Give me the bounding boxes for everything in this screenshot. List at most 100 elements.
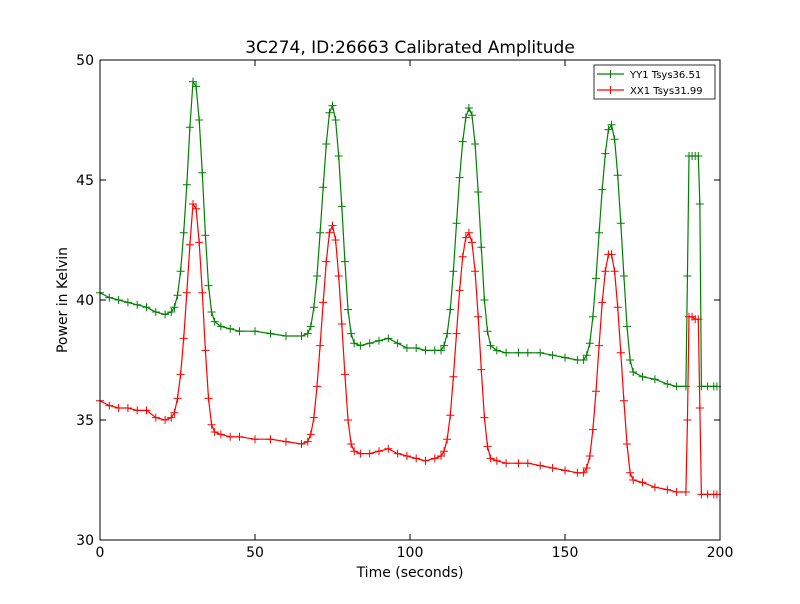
data-point xyxy=(347,440,356,448)
data-point xyxy=(216,322,225,331)
series-line xyxy=(99,202,717,495)
x-tick-label: 150 xyxy=(552,545,579,561)
data-point xyxy=(598,298,607,307)
data-point xyxy=(663,380,672,388)
data-point xyxy=(561,353,569,362)
x-axis-ticks: 0 50 100 150 200 xyxy=(96,60,733,561)
series-xx1 xyxy=(96,200,721,499)
data-point xyxy=(601,149,610,158)
data-point xyxy=(421,346,430,355)
data-point xyxy=(151,308,160,316)
data-point xyxy=(430,454,439,463)
data-point xyxy=(325,108,334,117)
series-layer xyxy=(96,77,721,499)
data-point xyxy=(226,324,235,333)
data-point xyxy=(613,303,622,312)
data-point xyxy=(198,168,207,177)
data-point xyxy=(604,125,613,134)
data-point xyxy=(334,152,343,160)
data-point xyxy=(629,368,638,376)
data-point xyxy=(384,444,393,453)
data-point xyxy=(650,375,659,384)
data-point xyxy=(393,449,402,458)
data-point xyxy=(585,452,594,460)
data-point xyxy=(313,272,321,280)
data-point xyxy=(613,171,622,180)
data-point xyxy=(375,336,383,345)
data-point xyxy=(185,240,194,249)
data-point xyxy=(592,387,600,396)
data-point xyxy=(195,116,204,124)
data-point xyxy=(347,329,356,338)
data-point xyxy=(316,228,325,237)
data-point xyxy=(282,332,290,340)
data-point xyxy=(297,440,306,448)
data-point xyxy=(458,137,467,146)
x-tick-label: 50 xyxy=(246,545,264,561)
data-point xyxy=(588,312,597,321)
data-point xyxy=(201,346,210,355)
data-point xyxy=(216,430,225,439)
data-point xyxy=(142,303,151,312)
data-point xyxy=(356,341,365,350)
data-point xyxy=(483,442,492,451)
data-point xyxy=(201,231,210,240)
data-point xyxy=(561,466,569,475)
data-point xyxy=(185,123,194,132)
data-point xyxy=(616,348,625,357)
data-point xyxy=(179,228,188,237)
data-point xyxy=(189,77,197,86)
y-tick-label: 30 xyxy=(76,533,94,549)
data-point xyxy=(588,425,597,434)
data-point xyxy=(192,204,201,213)
data-point xyxy=(204,394,213,403)
data-point xyxy=(179,334,188,343)
data-point xyxy=(548,351,557,360)
data-point xyxy=(133,300,142,309)
data-point xyxy=(207,308,216,316)
data-point xyxy=(176,267,185,276)
data-point xyxy=(365,339,374,348)
data-point xyxy=(672,382,681,391)
data-point xyxy=(492,346,501,355)
data-point xyxy=(582,464,591,472)
data-point xyxy=(114,296,123,304)
data-point xyxy=(337,202,346,211)
data-point xyxy=(595,341,604,350)
data-point xyxy=(337,320,346,328)
data-point xyxy=(446,411,455,420)
data-point xyxy=(650,483,659,492)
data-point xyxy=(173,291,182,300)
data-point xyxy=(192,82,201,91)
data-point xyxy=(694,152,703,160)
data-point xyxy=(322,140,331,148)
data-point xyxy=(449,267,458,276)
data-point xyxy=(502,348,511,357)
data-point xyxy=(464,228,473,237)
chart-title: 3C274, ID:26663 Calibrated Amplitude xyxy=(245,38,575,58)
data-point xyxy=(325,228,334,237)
plot-frame xyxy=(99,59,721,541)
data-point xyxy=(350,339,359,348)
data-point xyxy=(619,396,628,405)
x-tick-label: 100 xyxy=(397,545,424,561)
data-point xyxy=(313,382,321,391)
data-point xyxy=(619,272,628,280)
data-point xyxy=(681,488,690,496)
data-point xyxy=(306,430,315,439)
data-point xyxy=(235,432,244,441)
data-point xyxy=(695,404,704,412)
data-point xyxy=(226,432,235,441)
data-point xyxy=(173,394,182,403)
data-point xyxy=(356,449,365,458)
data-point xyxy=(340,370,349,379)
data-point xyxy=(344,416,352,424)
series-yy1 xyxy=(96,77,721,391)
data-point xyxy=(344,305,352,314)
data-point xyxy=(638,478,647,487)
data-point xyxy=(449,372,458,381)
data-point xyxy=(303,329,312,338)
data-point xyxy=(251,435,259,444)
